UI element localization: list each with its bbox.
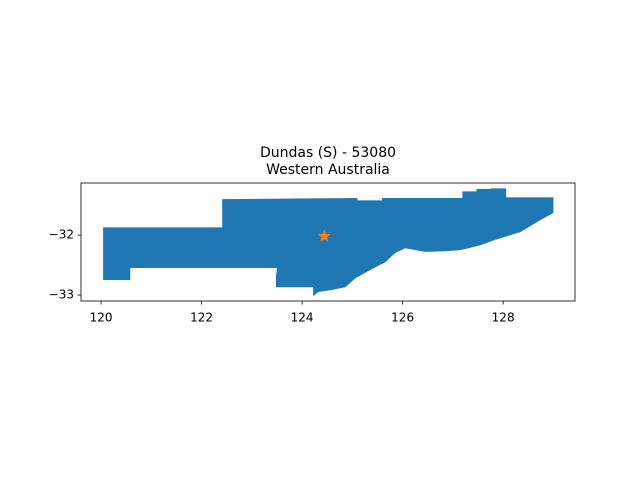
location-marker: [317, 229, 331, 242]
chart-title: Dundas (S) - 53080: [260, 145, 396, 161]
x-tick-label: 124: [291, 311, 314, 325]
x-tick-label: 126: [391, 311, 414, 325]
y-tick-label: −32: [49, 228, 74, 242]
region: [103, 188, 554, 297]
chart-subtitle: Western Australia: [266, 162, 390, 178]
axes-frame: [80, 182, 576, 302]
y-tick-label: −33: [49, 288, 74, 302]
x-tick-label: 122: [190, 311, 213, 325]
x-tick-label: 120: [90, 311, 113, 325]
x-tick-label: 128: [492, 311, 515, 325]
